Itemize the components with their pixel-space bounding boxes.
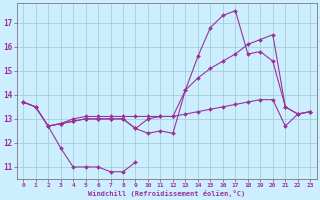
X-axis label: Windchill (Refroidissement éolien,°C): Windchill (Refroidissement éolien,°C) (88, 190, 245, 197)
